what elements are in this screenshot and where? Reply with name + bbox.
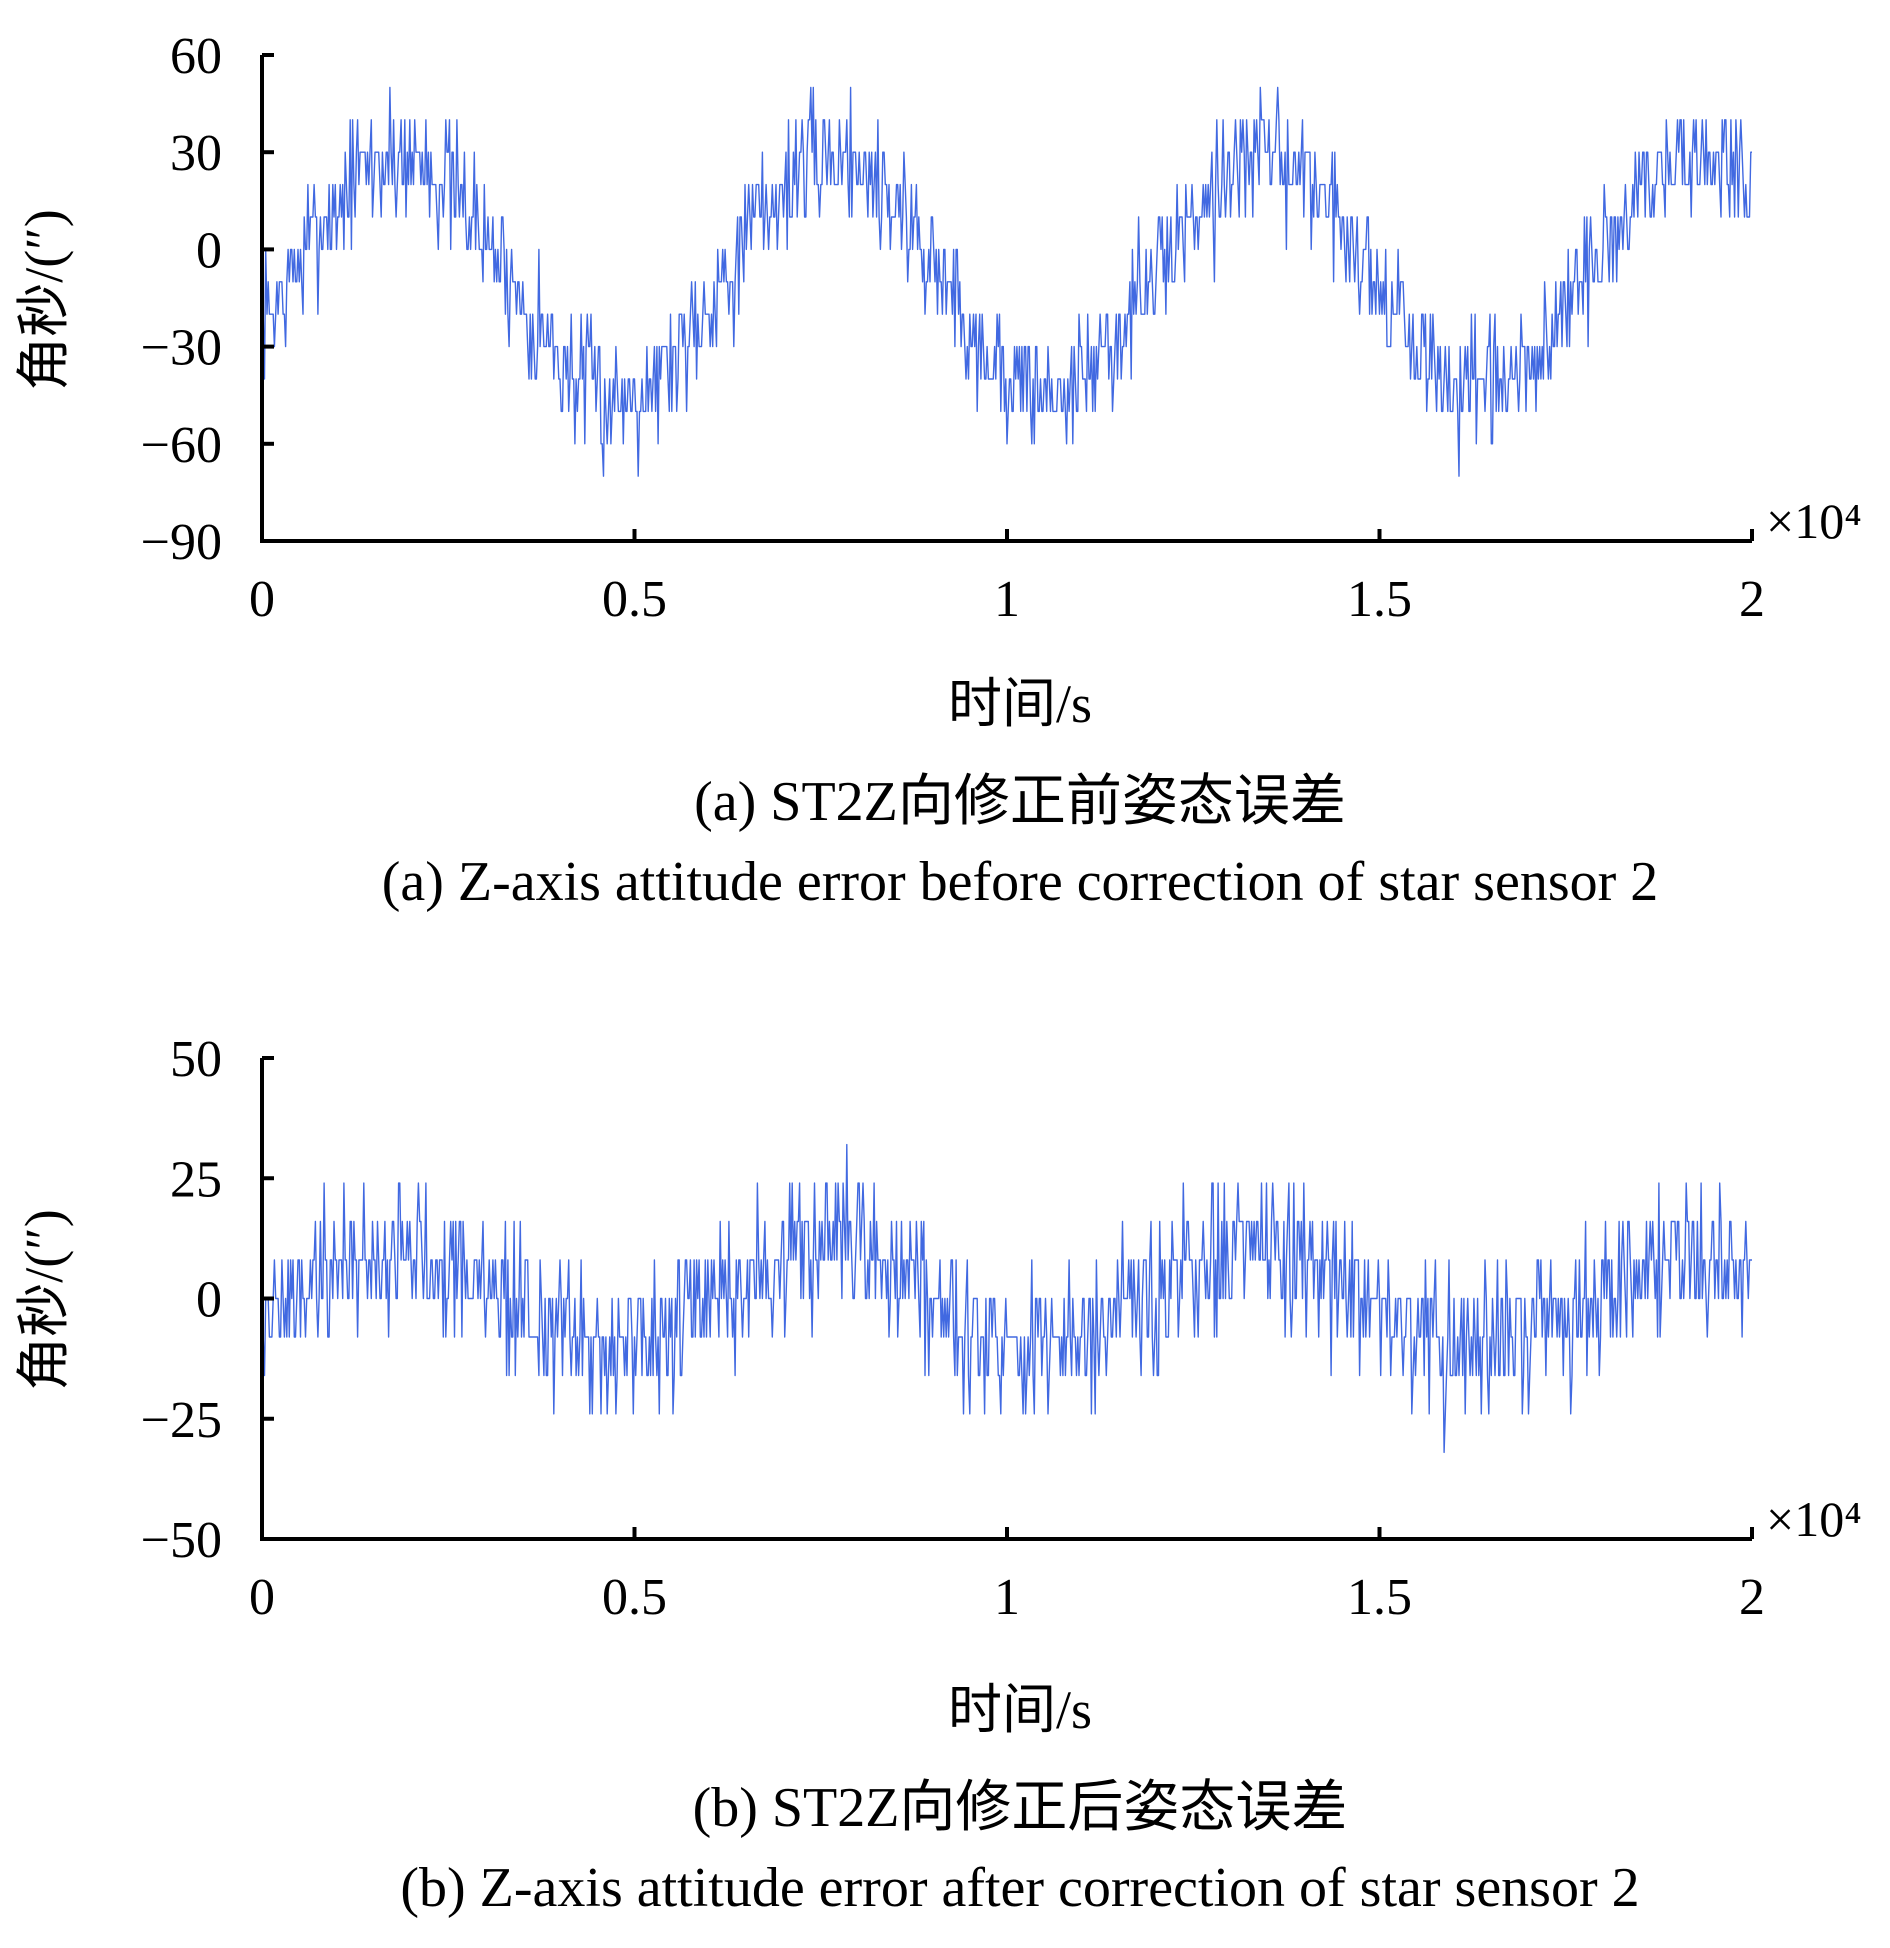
- x-tick-label: 1.5: [1347, 1569, 1412, 1626]
- x-tick-label: 2: [1739, 571, 1765, 628]
- panel-b-y-ticks: 50 25 0 −25 −50: [141, 1031, 274, 1569]
- panel-b-plot-area: [262, 1143, 1752, 1454]
- panel-a-ylabel: 角秒/(″): [14, 209, 74, 390]
- y-tick-label: −60: [141, 417, 222, 474]
- panel-a-caption-en: (a) Z-axis attitude error before correct…: [382, 851, 1659, 913]
- panel-a-series-line: [262, 86, 1752, 477]
- panel-a-x-exponent: ×10⁴: [1766, 493, 1862, 549]
- x-tick-label: 0: [249, 1569, 275, 1626]
- x-tick-label: 1: [994, 1569, 1020, 1626]
- y-tick-label: −25: [141, 1392, 222, 1449]
- panel-a-plot-area: [262, 86, 1752, 477]
- y-tick-label: −30: [141, 320, 222, 377]
- panel-b-ylabel: 角秒/(″): [14, 1209, 74, 1390]
- x-tick-label: 2: [1739, 1569, 1765, 1626]
- panel-b-caption-cn: (b) ST2Z向修正后姿态误差: [693, 1777, 1348, 1839]
- y-tick-label: 0: [196, 222, 222, 279]
- y-tick-label: 60: [170, 28, 222, 85]
- x-tick-label: 0: [249, 571, 275, 628]
- x-tick-label: 0.5: [602, 571, 667, 628]
- x-tick-label: 0.5: [602, 1569, 667, 1626]
- y-tick-label: 30: [170, 125, 222, 182]
- panel-b-x-ticks: 0 0.5 1 1.5 2: [249, 1527, 1765, 1626]
- panel-a-xlabel: 时间/s: [948, 674, 1092, 734]
- panel-b-series-line: [262, 1143, 1752, 1454]
- y-tick-label: −90: [141, 514, 222, 571]
- panel-b: 50 25 0 −25 −50 0 0.5 1 1.5 2 角秒/(″) 时间/s ×10⁴ (…: [14, 1031, 1862, 1919]
- panel-b-caption-en: (b) Z-axis attitude error after correcti…: [400, 1857, 1639, 1919]
- y-tick-label: 50: [170, 1031, 222, 1088]
- panel-b-x-exponent: ×10⁴: [1766, 1491, 1862, 1547]
- y-tick-label: −50: [141, 1512, 222, 1569]
- panel-a: 60 30 0 −30 −60 −90 0 0.5 1 1.5 2 角秒/(″) 时间/s ×10…: [14, 28, 1862, 913]
- panel-b-xlabel: 时间/s: [948, 1680, 1092, 1740]
- panel-a-x-ticks: 0 0.5 1 1.5 2: [249, 529, 1765, 628]
- y-tick-label: 0: [196, 1272, 222, 1329]
- x-tick-label: 1.5: [1347, 571, 1412, 628]
- panel-a-y-ticks: 60 30 0 −30 −60 −90: [141, 28, 274, 571]
- panel-a-caption-cn: (a) ST2Z向修正前姿态误差: [694, 771, 1346, 833]
- x-tick-label: 1: [994, 571, 1020, 628]
- y-tick-label: 25: [170, 1151, 222, 1208]
